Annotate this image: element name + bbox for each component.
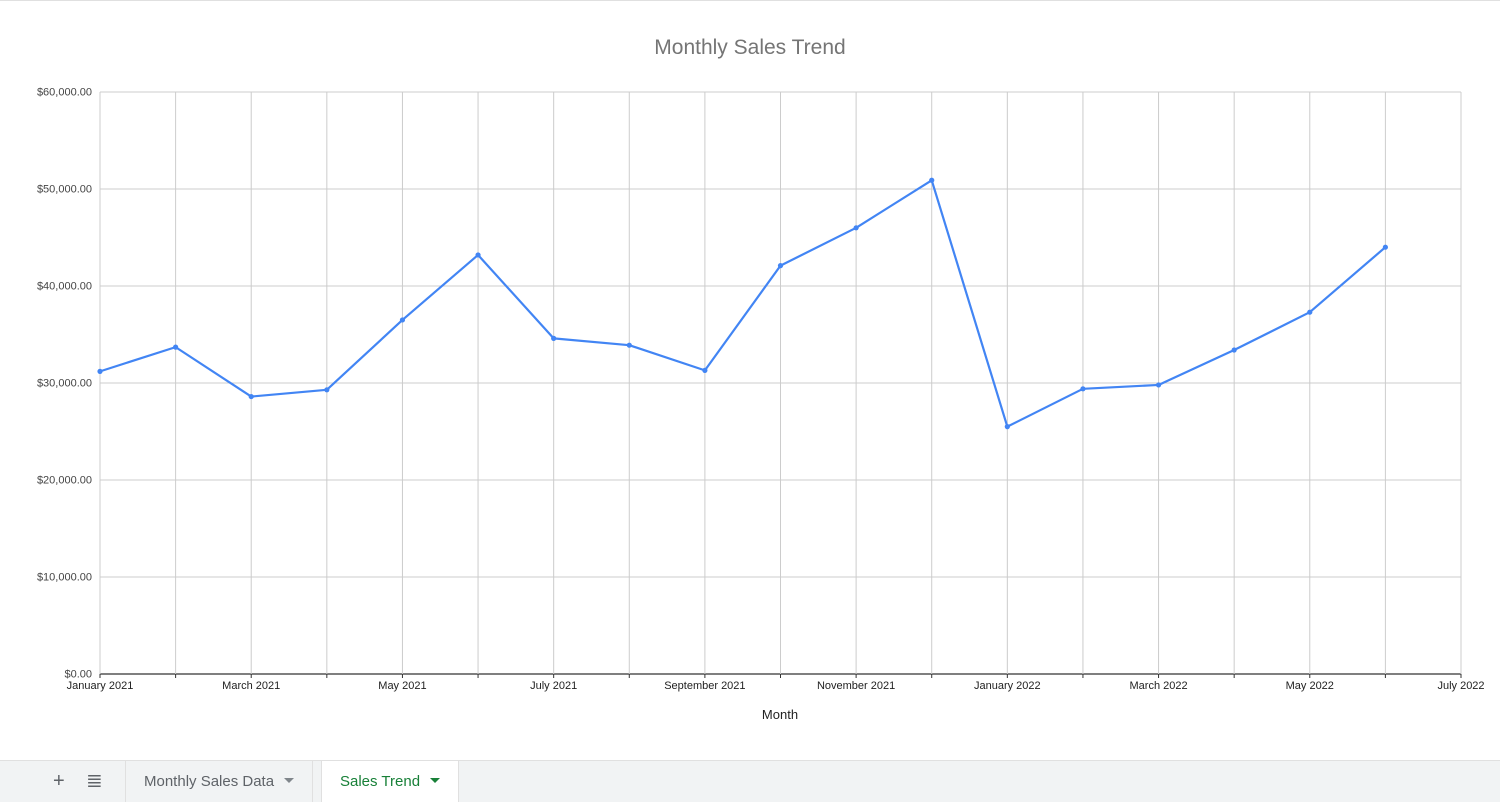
data-point	[475, 252, 481, 258]
x-tick-label: January 2022	[974, 680, 1041, 692]
y-tick-label: $50,000.00	[37, 184, 92, 196]
tab-sales-trend[interactable]: Sales Trend	[321, 761, 460, 802]
data-point	[1080, 386, 1086, 392]
tab-label: Sales Trend	[340, 773, 421, 790]
x-tick-label: November 2021	[817, 680, 895, 692]
series-line	[99, 179, 1387, 428]
data-point	[702, 367, 708, 373]
sheet-tab-bar: + ≣ Monthly Sales Data Sales Trend	[0, 760, 1500, 802]
data-point	[853, 225, 859, 231]
data-point	[399, 317, 406, 323]
data-point	[1155, 382, 1162, 388]
data-point	[777, 263, 784, 269]
plus-icon[interactable]: +	[53, 770, 65, 792]
data-point	[929, 177, 935, 183]
x-tick-label: September 2021	[664, 680, 745, 692]
y-tick-label: $0.00	[64, 669, 92, 681]
x-tick-label: July 2022	[1437, 680, 1484, 692]
y-tick-label: $60,000.00	[37, 87, 92, 99]
data-point	[1004, 424, 1010, 430]
x-tick-label: July 2021	[530, 680, 577, 692]
data-point	[248, 393, 254, 400]
x-tick-label: March 2021	[222, 680, 280, 692]
y-tick-label: $10,000.00	[37, 572, 92, 584]
x-tick-label: May 2022	[1286, 680, 1334, 692]
data-point	[1382, 244, 1388, 250]
data-point	[626, 342, 632, 348]
data-point	[551, 335, 557, 341]
x-axis-title: Month	[761, 707, 799, 722]
list-icon[interactable]: ≣	[86, 770, 103, 792]
line-chart[interactable]: $0.00 $10,000.00 $20,000.00 $30,000.00 $40,0…	[0, 0, 1500, 760]
tab-monthly-sales-data[interactable]: Monthly Sales Data	[125, 761, 314, 802]
chart-title: Monthly Sales Trend	[654, 36, 846, 59]
x-tick-label: January 2021	[67, 680, 134, 692]
tab-label: Monthly Sales Data	[144, 773, 275, 790]
data-point	[324, 387, 330, 393]
x-tick-label: March 2022	[1130, 680, 1188, 692]
top-divider	[0, 0, 1500, 1]
chevron-down-icon[interactable]	[430, 777, 441, 783]
data-point	[173, 344, 179, 350]
chevron-down-icon[interactable]	[284, 777, 295, 783]
y-tick-label: $40,000.00	[37, 281, 92, 293]
data-point	[1231, 347, 1237, 353]
y-tick-label: $20,000.00	[37, 475, 92, 487]
data-point	[97, 368, 103, 374]
data-point	[1307, 309, 1313, 315]
x-tick-label: May 2021	[378, 680, 426, 692]
y-tick-label: $30,000.00	[37, 378, 92, 390]
